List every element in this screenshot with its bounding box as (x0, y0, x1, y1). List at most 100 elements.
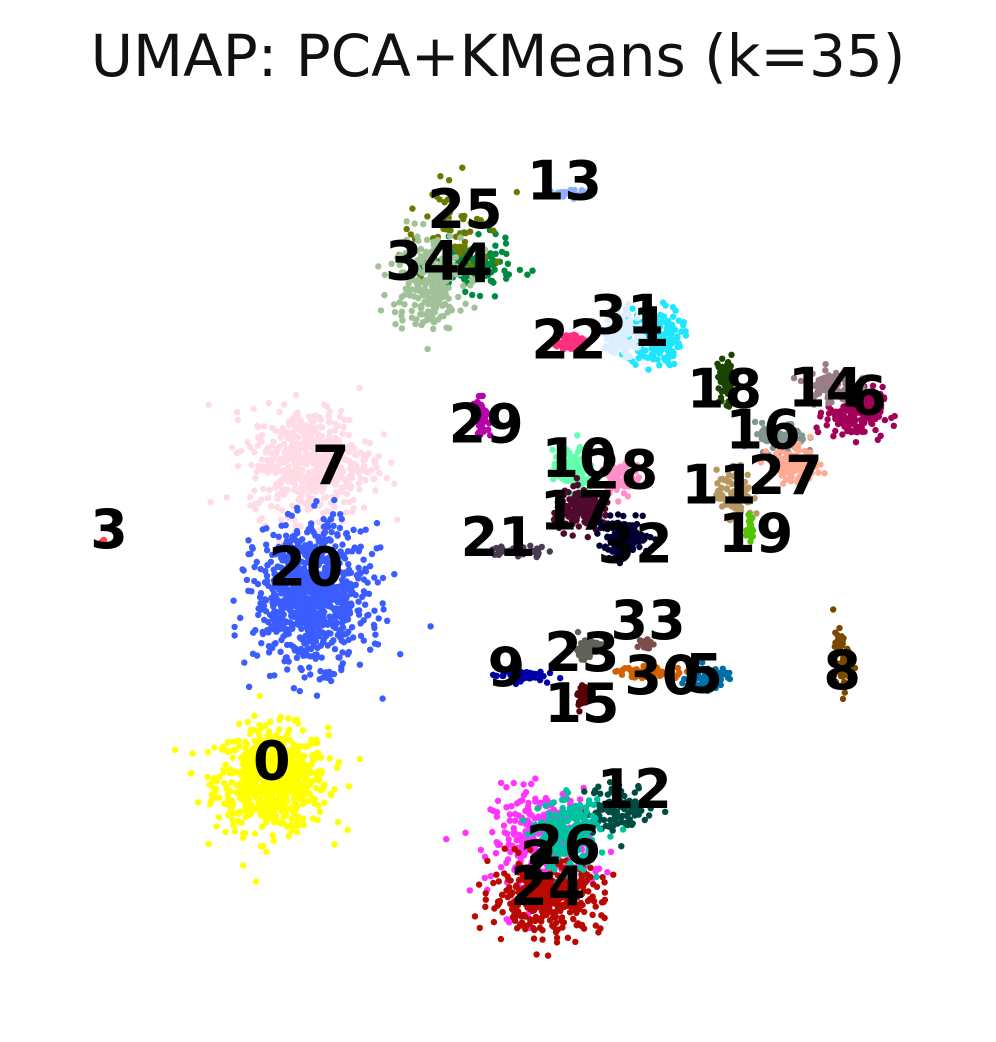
cluster-point (282, 522, 289, 529)
cluster-point (275, 797, 282, 804)
cluster-point (375, 615, 382, 622)
cluster-point (250, 768, 257, 775)
cluster-point (576, 796, 584, 803)
cluster-point (503, 784, 510, 791)
cluster-point (267, 718, 274, 725)
cluster-point (250, 629, 257, 636)
cluster-point (497, 779, 505, 787)
cluster-point (328, 639, 335, 646)
cluster-point (676, 343, 684, 350)
cluster-point (379, 695, 386, 702)
cluster-point (300, 475, 307, 483)
cluster-point (830, 433, 837, 440)
cluster-point (662, 357, 669, 364)
cluster-point (277, 455, 284, 463)
cluster-point (559, 918, 566, 926)
cluster-point (520, 781, 527, 788)
cluster-point (670, 313, 677, 320)
cluster-point (539, 936, 546, 943)
cluster-point (252, 475, 259, 482)
cluster-point (277, 747, 284, 754)
cluster-point (368, 550, 376, 558)
cluster-point (293, 455, 301, 462)
chart-title: UMAP: PCA+KMeans (k=35) (90, 22, 906, 90)
cluster-point (294, 434, 302, 442)
cluster-point (338, 637, 345, 644)
cluster-point (530, 935, 538, 942)
cluster-point (477, 846, 485, 854)
cluster-point (272, 812, 279, 819)
cluster-point (285, 658, 292, 665)
cluster-point (290, 414, 297, 421)
cluster-point (306, 664, 313, 671)
cluster-point (299, 784, 306, 792)
cluster-point (331, 607, 338, 614)
cluster-point (299, 727, 306, 734)
cluster-point (589, 893, 596, 900)
cluster-point (503, 250, 510, 258)
cluster-point (271, 672, 278, 679)
cluster-point (243, 576, 251, 584)
cluster-point (266, 486, 273, 494)
cluster-point (807, 433, 814, 441)
cluster-point (350, 496, 357, 504)
cluster-point (300, 752, 308, 759)
cluster-point (293, 654, 301, 661)
cluster-point (377, 544, 384, 551)
cluster-point (604, 869, 611, 876)
cluster-point (516, 921, 524, 928)
cluster-point (666, 326, 673, 334)
cluster-point (260, 485, 267, 493)
cluster-point (513, 837, 520, 844)
cluster-point (269, 750, 276, 758)
cluster-point (648, 307, 656, 315)
cluster-point (210, 775, 218, 782)
cluster-point (348, 624, 356, 631)
cluster-point (642, 347, 649, 354)
cluster-point (427, 623, 434, 630)
cluster-point (272, 427, 279, 434)
cluster-point (230, 597, 237, 604)
cluster-point (270, 837, 277, 845)
cluster-point (344, 826, 351, 834)
cluster-point (195, 799, 202, 806)
cluster-point (345, 783, 353, 790)
cluster-point (215, 814, 223, 821)
cluster-point (335, 759, 343, 766)
cluster-point (222, 761, 229, 768)
cluster-point (649, 317, 656, 324)
cluster-point (277, 516, 284, 523)
cluster-point (316, 808, 324, 815)
cluster-point (285, 430, 292, 437)
cluster-point (443, 835, 450, 843)
cluster-point (346, 608, 353, 615)
cluster-point (254, 796, 261, 803)
cluster-point (505, 271, 513, 278)
cluster-point (292, 522, 300, 529)
cluster-point (258, 515, 265, 522)
cluster-point (664, 336, 671, 344)
cluster-point (244, 718, 251, 726)
cluster-point (263, 793, 271, 800)
cluster-point (295, 753, 302, 761)
cluster-point (497, 935, 505, 943)
cluster-point (350, 634, 357, 641)
cluster-point (228, 797, 235, 804)
cluster-point (384, 617, 391, 624)
cluster-point (204, 748, 212, 756)
cluster-point (496, 841, 503, 848)
cluster-point (342, 509, 350, 516)
cluster-point (554, 926, 561, 933)
cluster-point (256, 692, 263, 700)
cluster-point (586, 800, 593, 807)
cluster-point (269, 832, 276, 839)
cluster-point (247, 550, 254, 557)
cluster-point (241, 829, 249, 837)
cluster-point (254, 442, 261, 449)
cluster-point (296, 425, 303, 432)
cluster-point (360, 588, 368, 595)
cluster-point (830, 606, 837, 613)
cluster-point (365, 611, 372, 619)
cluster-point (333, 764, 341, 771)
cluster-point (285, 463, 292, 470)
